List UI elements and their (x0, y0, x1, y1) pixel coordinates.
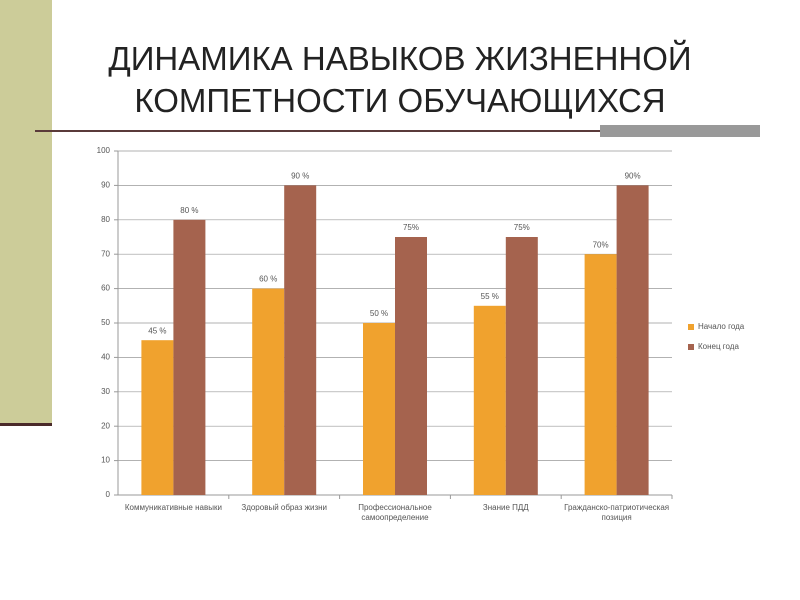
value-label: 75% (403, 223, 419, 232)
bar (363, 323, 395, 495)
value-label: 80 % (180, 206, 198, 215)
bar (505, 237, 538, 495)
y-tick-label: 70 (101, 249, 110, 258)
y-tick-label: 0 (106, 490, 111, 499)
y-tick-label: 20 (101, 421, 110, 430)
y-tick-label: 30 (101, 387, 110, 396)
value-label: 90% (625, 172, 641, 181)
bar (141, 340, 174, 495)
bar (473, 305, 506, 495)
legend-label: Конец года (698, 342, 739, 351)
x-tick-label: Коммуникативные навыки (124, 503, 222, 512)
x-tick-label: Гражданско-патриотическая позиция (564, 503, 670, 522)
value-label: 70% (593, 240, 609, 249)
value-label: 50 % (370, 309, 388, 318)
y-tick-label: 80 (101, 215, 110, 224)
value-label: 55 % (481, 292, 499, 301)
side-bar (0, 0, 52, 425)
legend-label: Начало года (698, 322, 745, 331)
x-tick-label: Знание ПДД (482, 503, 529, 512)
title: ДИНАМИКА НАВЫКОВ ЖИЗНЕННОЙ КОМПЕТНОСТИ О… (108, 40, 692, 119)
x-tick-label: Профессиональное самоопределение (358, 503, 432, 522)
value-label: 60 % (259, 275, 277, 284)
bar (584, 254, 617, 495)
divider-block (600, 125, 760, 137)
x-tick-label: Здоровый образ жизни (241, 503, 328, 512)
legend-swatch (688, 324, 694, 330)
value-label: 90 % (291, 172, 309, 181)
bar (616, 185, 649, 495)
bar (252, 288, 285, 495)
bar (395, 237, 427, 495)
y-tick-label: 90 (101, 181, 110, 190)
y-tick-label: 100 (97, 146, 111, 155)
value-label: 45 % (148, 326, 166, 335)
y-tick-label: 60 (101, 284, 110, 293)
bar (284, 185, 317, 495)
y-tick-label: 50 (101, 318, 110, 327)
y-tick-label: 10 (101, 456, 110, 465)
y-tick-label: 40 (101, 353, 110, 362)
side-bar-edge (0, 423, 52, 426)
value-label: 75% (514, 223, 530, 232)
legend-swatch (688, 344, 694, 350)
bar (173, 219, 206, 496)
